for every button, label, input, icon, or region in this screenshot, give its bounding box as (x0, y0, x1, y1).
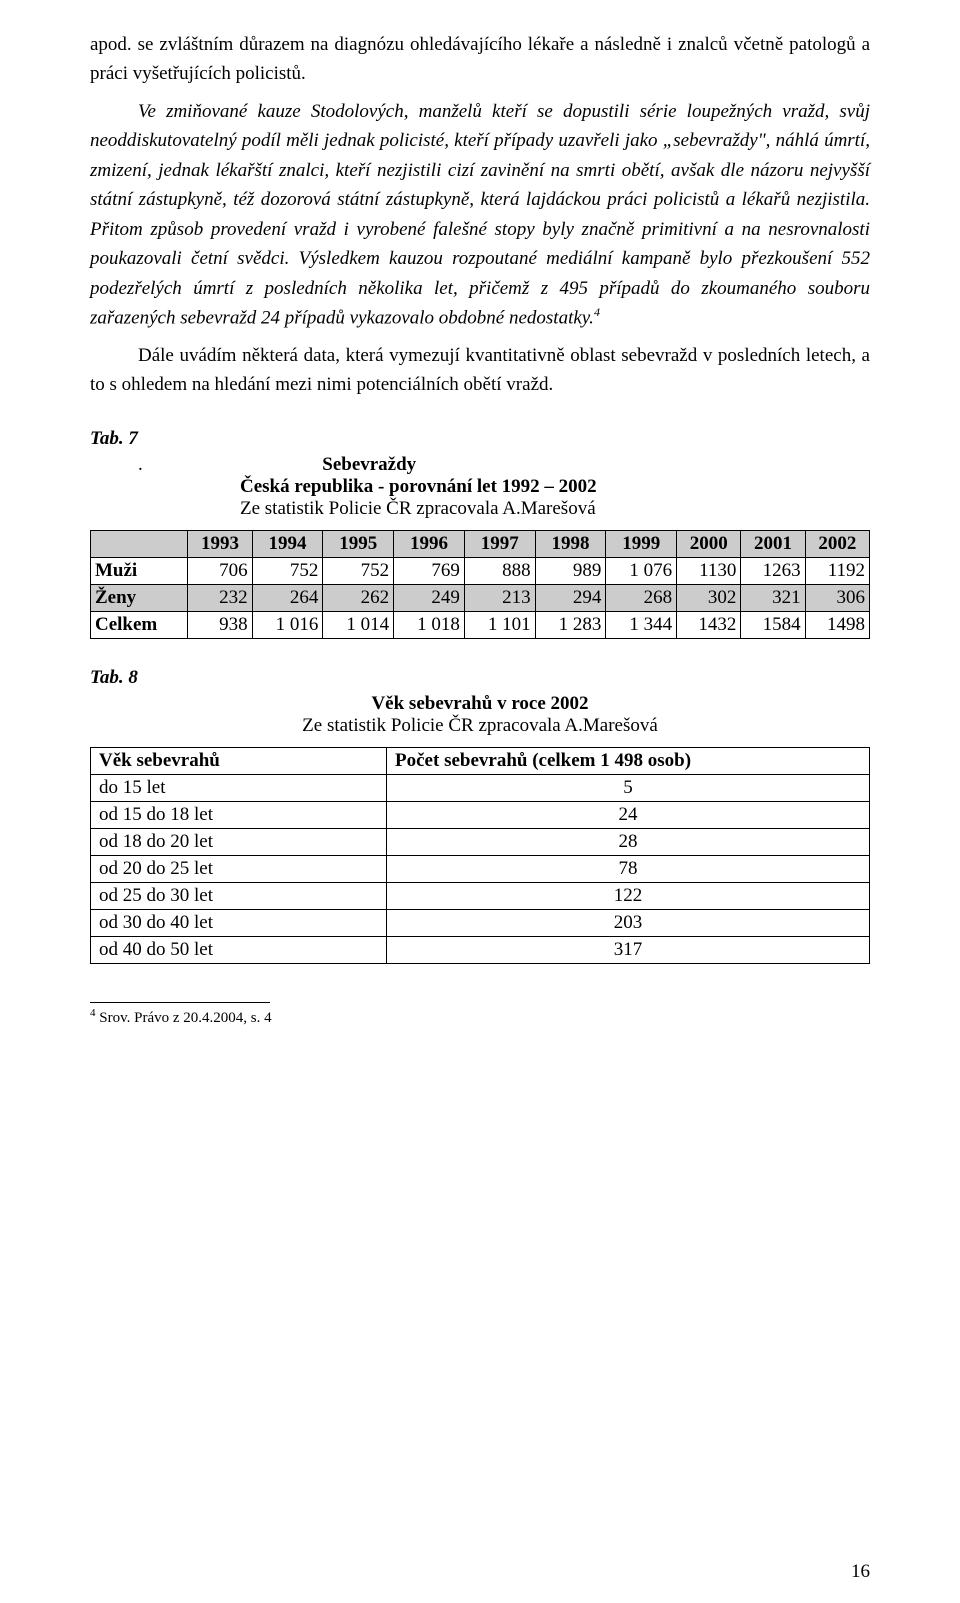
table8-row: do 15 let 5 (91, 774, 870, 801)
table8-age: od 30 do 40 let (91, 909, 387, 936)
table7: 1993 1994 1995 1996 1997 1998 1999 2000 … (90, 530, 870, 639)
table7-cell: 306 (805, 584, 869, 611)
table8-header-row: Věk sebevrahů Počet sebevrahů (celkem 1 … (91, 747, 870, 774)
footnote-4: 4 Srov. Právo z 20.4.2004, s. 4 (90, 1007, 870, 1027)
table7-year: 1999 (606, 530, 677, 557)
table7-title-block: . Sebevraždy Česká republika - porovnání… (90, 454, 870, 520)
table7-cell: 294 (535, 584, 606, 611)
table7-rowlabel: Ženy (91, 584, 188, 611)
table8-row: od 25 do 30 let 122 (91, 882, 870, 909)
table7-rowlabel: Muži (91, 557, 188, 584)
table8-count: 317 (387, 936, 870, 963)
table8-count: 24 (387, 801, 870, 828)
table8-count: 78 (387, 855, 870, 882)
table7-cell: 1130 (677, 557, 741, 584)
table7-year: 2002 (805, 530, 869, 557)
footnote-separator (90, 1002, 270, 1003)
table7-row-muzi: Muži 706 752 752 769 888 989 1 076 1130 … (91, 557, 870, 584)
table7-cell: 1 283 (535, 611, 606, 638)
table8-row: od 20 do 25 let 78 (91, 855, 870, 882)
table7-label: Tab. 7 (90, 428, 870, 450)
table7-cell: 1432 (677, 611, 741, 638)
table7-cell: 888 (464, 557, 535, 584)
table8-count: 5 (387, 774, 870, 801)
table8-title: Věk sebevrahů v roce 2002 (90, 693, 870, 715)
table7-year: 1994 (252, 530, 323, 557)
table8-count: 203 (387, 909, 870, 936)
table7-cell: 232 (188, 584, 252, 611)
table8-age: od 18 do 20 let (91, 828, 387, 855)
table7-cell: 706 (188, 557, 252, 584)
paragraph-2: Ve zmiňované kauze Stodolových, manželů … (90, 97, 870, 333)
table8-header-age: Věk sebevrahů (91, 747, 387, 774)
table7-row-zeny: Ženy 232 264 262 249 213 294 268 302 321… (91, 584, 870, 611)
table7-cell: 249 (394, 584, 465, 611)
table8-row: od 15 do 18 let 24 (91, 801, 870, 828)
table7-cell: 268 (606, 584, 677, 611)
table7-cell: 938 (188, 611, 252, 638)
table8-row: od 18 do 20 let 28 (91, 828, 870, 855)
table7-cell: 752 (323, 557, 394, 584)
table7-cell: 1 014 (323, 611, 394, 638)
table7-year: 1996 (394, 530, 465, 557)
table7-cell: 213 (464, 584, 535, 611)
table8-age: do 15 let (91, 774, 387, 801)
table7-year: 1997 (464, 530, 535, 557)
table7-cell: 1584 (741, 611, 805, 638)
table8: Věk sebevrahů Počet sebevrahů (celkem 1 … (90, 747, 870, 964)
table7-cell: 302 (677, 584, 741, 611)
table7-cell: 752 (252, 557, 323, 584)
table8-age: od 20 do 25 let (91, 855, 387, 882)
page: apod. se zvláštním důrazem na diagnózu o… (0, 0, 960, 1603)
table7-cell: 264 (252, 584, 323, 611)
table7-dot-line: . Sebevraždy (90, 454, 870, 476)
table7-cell: 1 018 (394, 611, 465, 638)
table7-corner-cell (91, 530, 188, 557)
table7-year: 2001 (741, 530, 805, 557)
table7-subtitle-2: Ze statistik Policie ČR zpracovala A.Mar… (90, 498, 870, 520)
table8-label: Tab. 8 (90, 667, 870, 689)
table7-year: 2000 (677, 530, 741, 557)
table8-row: od 40 do 50 let 317 (91, 936, 870, 963)
table7-year: 1995 (323, 530, 394, 557)
table8-row: od 30 do 40 let 203 (91, 909, 870, 936)
table7-rowlabel: Celkem (91, 611, 188, 638)
table8-count: 28 (387, 828, 870, 855)
table7-title: Sebevraždy (322, 454, 416, 475)
table7-header-row: 1993 1994 1995 1996 1997 1998 1999 2000 … (91, 530, 870, 557)
table7-cell: 769 (394, 557, 465, 584)
table7-cell: 1498 (805, 611, 869, 638)
table7-subtitle-1: Česká republika - porovnání let 1992 – 2… (90, 476, 870, 498)
table7-cell: 1263 (741, 557, 805, 584)
footnote-ref-4: 4 (594, 305, 600, 319)
table7-row-celkem: Celkem 938 1 016 1 014 1 018 1 101 1 283… (91, 611, 870, 638)
table7-cell: 989 (535, 557, 606, 584)
table8-age: od 15 do 18 let (91, 801, 387, 828)
table7-cell: 1 016 (252, 611, 323, 638)
table7-cell: 262 (323, 584, 394, 611)
table8-age: od 25 do 30 let (91, 882, 387, 909)
table7-cell: 321 (741, 584, 805, 611)
table7-cell: 1 076 (606, 557, 677, 584)
table7-year: 1998 (535, 530, 606, 557)
table7-cell: 1 344 (606, 611, 677, 638)
paragraph-1: apod. se zvláštním důrazem na diagnózu o… (90, 30, 870, 89)
table7-cell: 1 101 (464, 611, 535, 638)
table8-subtitle: Ze statistik Policie ČR zpracovala A.Mar… (90, 715, 870, 737)
table7-cell: 1192 (805, 557, 869, 584)
table8-header-count: Počet sebevrahů (celkem 1 498 osob) (387, 747, 870, 774)
table7-leading-dot: . (138, 454, 143, 475)
table7-year: 1993 (188, 530, 252, 557)
page-number: 16 (851, 1561, 870, 1583)
paragraph-2-text: Ve zmiňované kauze Stodolových, manželů … (90, 101, 870, 328)
table8-age: od 40 do 50 let (91, 936, 387, 963)
footnote-text: Srov. Právo z 20.4.2004, s. 4 (96, 1010, 272, 1026)
paragraph-3: Dále uvádím některá data, která vymezují… (90, 341, 870, 400)
table8-count: 122 (387, 882, 870, 909)
